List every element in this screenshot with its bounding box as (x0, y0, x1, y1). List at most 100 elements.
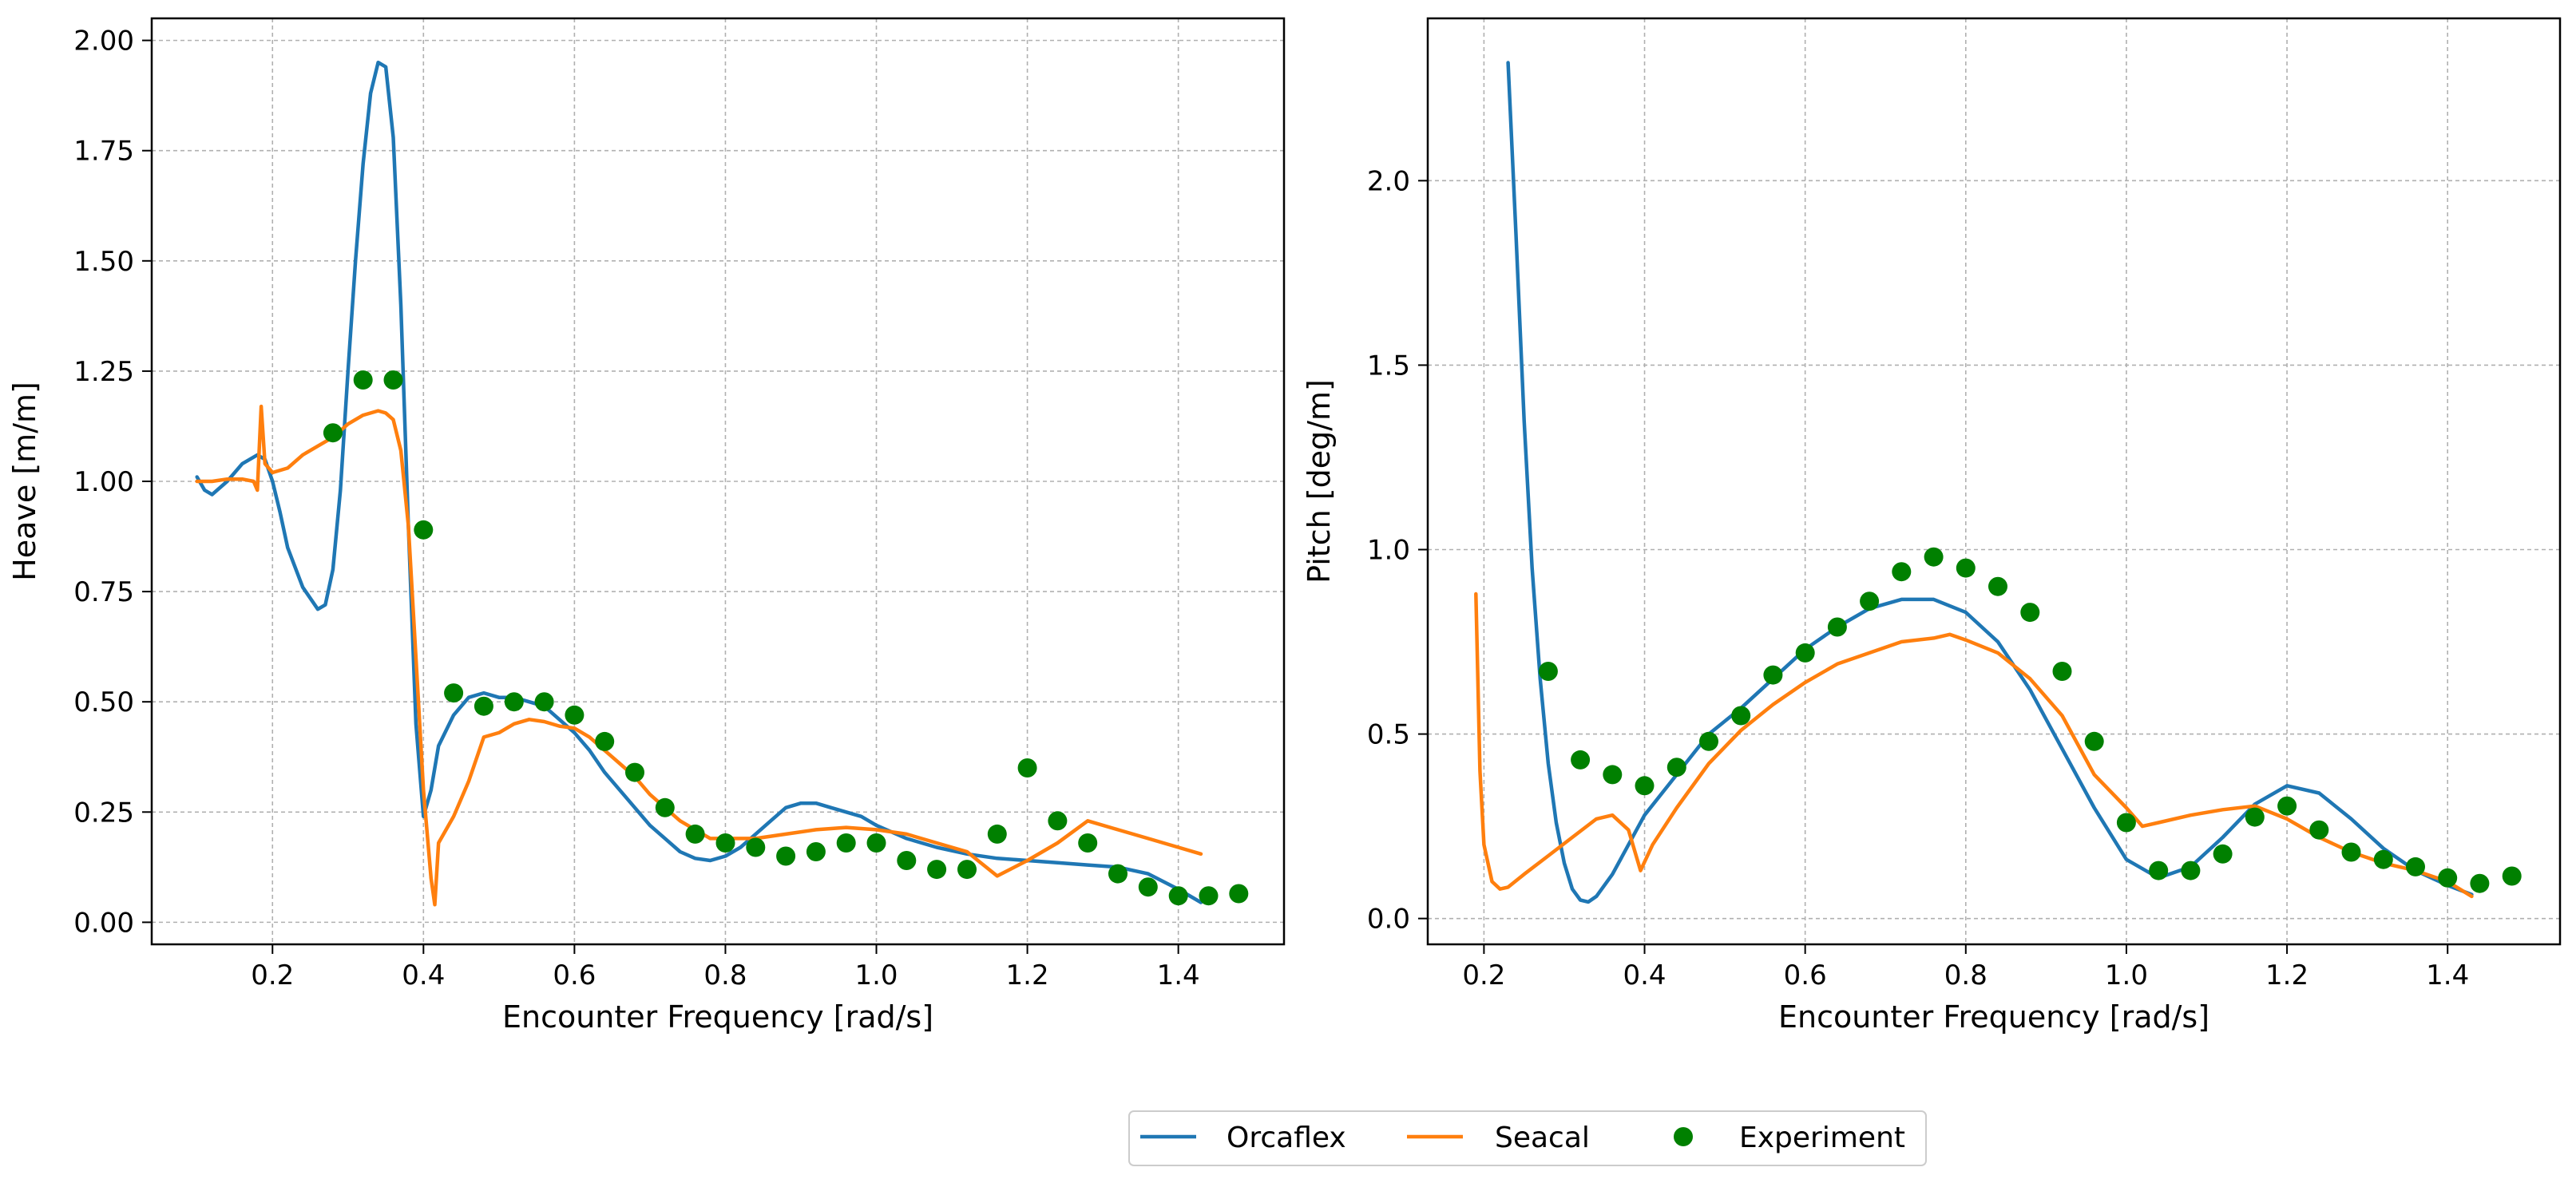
heave-experiment-point (1048, 811, 1068, 831)
heave-x-tick-label: 0.2 (251, 959, 294, 991)
pitch-x-tick-label: 0.6 (1784, 959, 1827, 991)
pitch-experiment-point (2084, 731, 2104, 751)
legend-orcaflex-label: Orcaflex (1227, 1122, 1346, 1154)
heave-x-ticks: 0.2 0.4 0.6 0.8 1.0 1.2 1.4 (251, 944, 1200, 991)
heave-experiment-point (1108, 864, 1127, 884)
heave-x-tick-label: 1.4 (1157, 959, 1200, 991)
legend-seacal-label: Seacal (1495, 1122, 1590, 1154)
pitch-y-tick-label: 1.5 (1367, 350, 1410, 382)
heave-x-tick-label: 1.2 (1006, 959, 1049, 991)
heave-experiment-point (1078, 833, 1098, 853)
pitch-chart: 0.2 0.4 0.6 0.8 1.0 1.2 1.4 0.0 0.5 1.0 1.5 2.0 En… (1302, 17, 2562, 1035)
heave-y-tick-label: 1.50 (73, 246, 134, 278)
pitch-x-axis-label: Encounter Frequency [rad/s] (1778, 999, 2209, 1035)
heave-y-tick-label: 0.25 (73, 797, 134, 829)
heave-experiment-point (776, 846, 796, 866)
heave-x-tick-label: 0.8 (703, 959, 747, 991)
pitch-experiment-point (1763, 665, 1783, 685)
pitch-experiment-point (2470, 873, 2490, 893)
pitch-y-tick-label: 1.0 (1367, 534, 1410, 566)
heave-x-tick-label: 0.4 (402, 959, 445, 991)
pitch-gridlines (1428, 18, 2560, 944)
pitch-experiment-point (1892, 562, 1912, 582)
pitch-x-tick-label: 1.0 (2105, 959, 2148, 991)
legend: Orcaflex Seacal Experiment (1128, 1110, 1927, 1166)
heave-experiment-point (685, 824, 705, 844)
heave-y-ticks: 0.00 0.25 0.50 0.75 1.00 1.25 1.50 1.75 2.00 (73, 26, 152, 939)
pitch-experiment-point (2116, 813, 2136, 833)
heave-experiment-point (323, 423, 343, 443)
heave-y-tick-label: 0.00 (73, 907, 134, 939)
heave-experiment-point (746, 837, 766, 857)
pitch-experiment-point (1731, 706, 1751, 726)
pitch-y-tick-label: 2.0 (1367, 165, 1410, 197)
pitch-y-tick-label: 0.5 (1367, 719, 1410, 751)
pitch-experiment-point (2373, 849, 2393, 869)
heave-y-tick-label: 1.75 (73, 136, 134, 168)
heave-y-tick-label: 0.75 (73, 576, 134, 608)
heave-experiment-point (806, 842, 826, 861)
heave-experiment-point (595, 731, 615, 751)
legend-box (1128, 1110, 1927, 1166)
heave-y-tick-label: 0.50 (73, 686, 134, 718)
pitch-experiment-point (2149, 861, 2169, 880)
pitch-experiment-point (1924, 547, 1944, 567)
pitch-experiment-point (1538, 662, 1558, 681)
pitch-x-tick-label: 0.4 (1623, 959, 1666, 991)
heave-experiment-point (1017, 758, 1037, 777)
heave-experiment-point (383, 370, 403, 390)
pitch-experiment-point (2277, 796, 2297, 816)
pitch-x-tick-label: 0.2 (1462, 959, 1505, 991)
pitch-experiment-point (2213, 844, 2233, 864)
pitch-y-ticks: 0.0 0.5 1.0 1.5 2.0 (1367, 165, 1428, 936)
pitch-x-ticks: 0.2 0.4 0.6 0.8 1.0 1.2 1.4 (1462, 944, 2469, 991)
pitch-experiment-point (2245, 807, 2265, 827)
heave-x-tick-label: 1.0 (854, 959, 898, 991)
pitch-y-tick-label: 0.0 (1367, 904, 1410, 936)
heave-y-tick-label: 2.00 (73, 26, 134, 57)
heave-experiment-point (655, 797, 675, 817)
heave-experiment-point (353, 370, 373, 390)
heave-experiment-point (927, 860, 947, 880)
heave-experiment-point (565, 705, 585, 725)
pitch-y-axis-label: Pitch [deg/m] (1302, 379, 1337, 584)
pitch-experiment-point (1699, 731, 1718, 751)
heave-experiment-point (474, 696, 493, 716)
pitch-x-tick-label: 1.4 (2426, 959, 2469, 991)
pitch-experiment-point (1666, 758, 1686, 777)
pitch-experiment-point (1988, 576, 2007, 596)
pitch-experiment-point (1603, 765, 1623, 785)
heave-experiment-point (504, 692, 524, 712)
pitch-experiment-point (2502, 866, 2522, 886)
heave-y-tick-label: 1.25 (73, 356, 134, 388)
heave-experiment-point (1168, 886, 1188, 906)
pitch-x-tick-label: 1.2 (2265, 959, 2308, 991)
pitch-experiment-point (1956, 558, 1976, 578)
heave-x-axis-label: Encounter Frequency [rad/s] (502, 999, 933, 1035)
heave-experiment-point (836, 833, 856, 853)
heave-chart: 0.2 0.4 0.6 0.8 1.0 1.2 1.4 0.00 0.25 0.50 0.75 1.… (7, 17, 1286, 1035)
pitch-experiment-point (1571, 750, 1591, 770)
heave-experiment-point (957, 860, 977, 880)
heave-experiment-point (625, 762, 644, 782)
heave-experiment-point (534, 692, 554, 712)
pitch-experiment-point (2438, 868, 2458, 888)
pitch-experiment-point (2341, 842, 2361, 862)
pitch-experiment-point (2020, 603, 2040, 623)
heave-seacal-line (195, 404, 1203, 907)
pitch-experiment-point (1827, 617, 1847, 637)
pitch-seacal-line (1474, 592, 2474, 899)
pitch-experiment-point (1795, 643, 1815, 663)
heave-experiment-point (414, 520, 434, 540)
heave-experiment-point (444, 683, 464, 703)
heave-series (195, 60, 1249, 907)
pitch-experiment-point (1860, 592, 1880, 611)
heave-x-tick-label: 0.6 (553, 959, 596, 991)
heave-experiment-point (897, 851, 917, 870)
legend-experiment-marker (1674, 1127, 1693, 1146)
heave-experiment-point (1199, 886, 1219, 906)
pitch-experiment-point (2181, 861, 2201, 880)
pitch-series (1474, 61, 2522, 904)
heave-experiment-point (1138, 877, 1158, 897)
